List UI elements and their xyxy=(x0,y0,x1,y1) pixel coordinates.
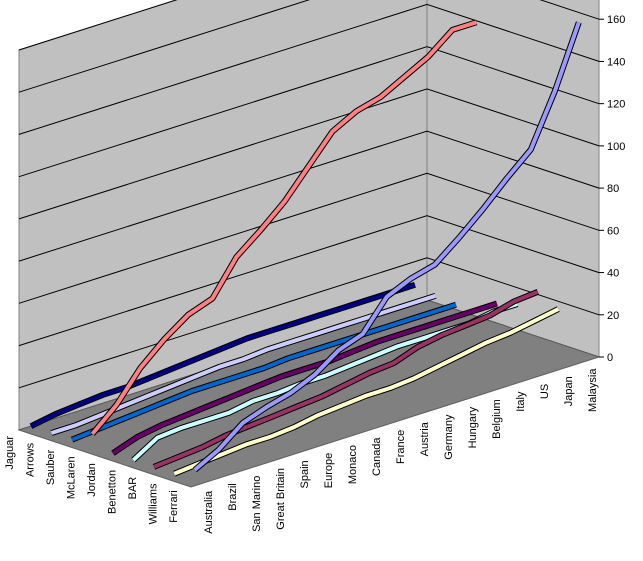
series-label-jordan: Jordan xyxy=(86,463,98,497)
category-label: Austria xyxy=(419,421,431,456)
y-tick-label: 60 xyxy=(607,225,619,237)
y-tick-label: 160 xyxy=(607,14,625,26)
category-label: Spain xyxy=(299,460,311,488)
category-label: Brazil xyxy=(227,483,239,511)
y-tick-label: 140 xyxy=(607,56,625,68)
gridline xyxy=(18,3,600,135)
y-tick-label: 40 xyxy=(607,268,619,280)
category-label: Malaysia xyxy=(587,368,599,412)
series-label-sauber: Sauber xyxy=(45,449,57,485)
gridline xyxy=(18,130,600,262)
category-label: Monaco xyxy=(347,445,359,484)
category-label: Canada xyxy=(371,437,383,476)
gridline xyxy=(18,46,600,178)
series-lines xyxy=(29,19,582,477)
gridline xyxy=(18,0,600,93)
series-line-ferrari xyxy=(193,21,581,472)
series-label-williams: Williams xyxy=(147,483,159,524)
series-label-arrows: Arrows xyxy=(24,442,36,477)
series-line-williams xyxy=(173,307,560,476)
category-label: Great Britain xyxy=(275,468,287,530)
y-tick-label: 80 xyxy=(607,183,619,195)
y-tick-label: 100 xyxy=(607,141,625,153)
category-label: Europe xyxy=(323,453,335,488)
y-tick-label: 0 xyxy=(607,352,613,364)
category-label: Hungary xyxy=(467,406,479,448)
y-tick-label: 120 xyxy=(607,99,625,111)
series-label-bar: BAR xyxy=(127,477,139,500)
gridline xyxy=(18,0,178,51)
series-label-mclaren: McLaren xyxy=(65,456,77,499)
category-label: San Marino xyxy=(251,476,263,532)
series-label-benetton: Benetton xyxy=(106,470,118,514)
series-label-jaguar: Jaguar xyxy=(4,436,16,470)
category-label: Belgium xyxy=(491,399,503,439)
y-tick-label: 20 xyxy=(607,310,619,322)
series-line-bar xyxy=(153,289,539,469)
category-label: Germany xyxy=(443,414,455,460)
series-label-ferrari: Ferrari xyxy=(168,490,180,522)
category-label: Australia xyxy=(203,490,215,534)
category-axis-labels: Australia Brazil San Marino Great Britain Sp… xyxy=(203,368,599,534)
category-label: Japan xyxy=(563,376,575,406)
series-axis-labels: Jaguar Arrows Sauber McLaren Jordan Benetton B… xyxy=(4,436,180,525)
category-label: US xyxy=(539,384,551,399)
series-line-jordan xyxy=(111,301,498,455)
category-label: France xyxy=(395,430,407,464)
category-label: Italy xyxy=(515,391,527,412)
series-line-sauber xyxy=(71,302,457,442)
series-line-mclaren xyxy=(90,20,478,436)
gridline xyxy=(18,215,600,347)
value-axis-ticks: 020406080100120140160180 xyxy=(599,14,625,364)
gridline xyxy=(18,257,600,389)
gridline xyxy=(18,172,600,304)
series-line-jaguar xyxy=(30,282,416,428)
